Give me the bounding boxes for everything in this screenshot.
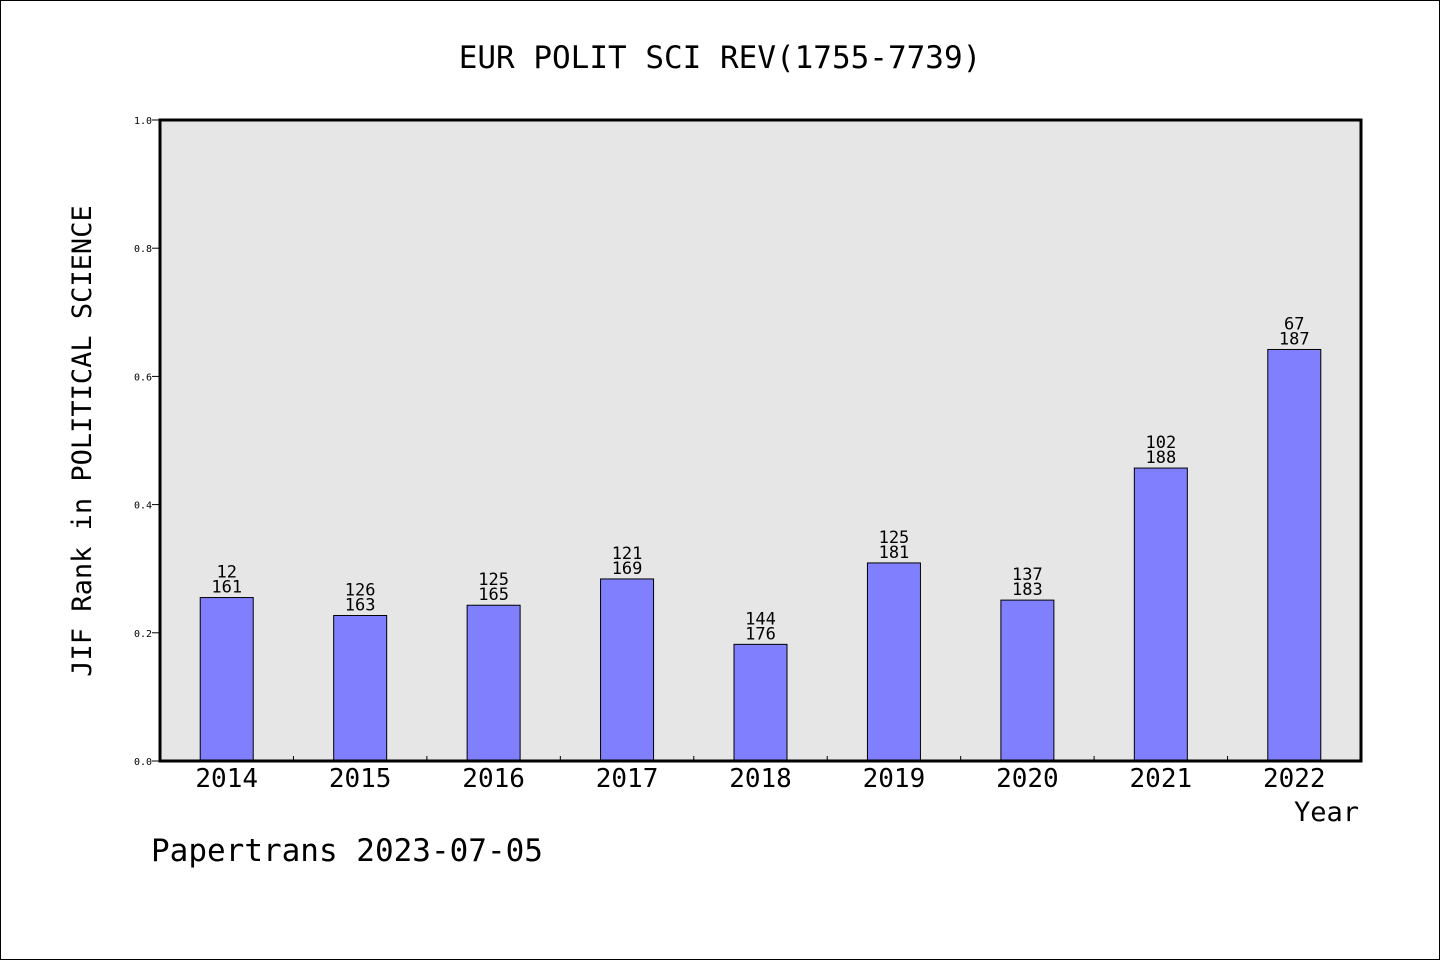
bar-rank-label: 102 bbox=[1145, 433, 1176, 453]
y-tick-label: 0.8 bbox=[134, 244, 152, 255]
bar-rank-label: 126 bbox=[345, 580, 376, 600]
x-tick-label: 2020 bbox=[996, 764, 1059, 794]
bar-total-label: 163 bbox=[345, 595, 376, 615]
bar bbox=[733, 643, 788, 762]
x-tick-label: 2022 bbox=[1263, 764, 1326, 794]
bar-rank-label: 67 bbox=[1284, 314, 1304, 334]
chart-title: EUR POLIT SCI REV(1755-7739) bbox=[459, 40, 982, 76]
x-tick-label: 2014 bbox=[195, 764, 258, 794]
bar-rank-label: 137 bbox=[1012, 565, 1043, 585]
bar-rank-label: 125 bbox=[478, 570, 509, 590]
x-axis-label: Year bbox=[1294, 797, 1359, 828]
bar-total-label: 183 bbox=[1012, 580, 1043, 600]
x-tick-label: 2018 bbox=[729, 764, 792, 794]
bar-rank-label: 121 bbox=[612, 544, 643, 564]
x-tick-label: 2017 bbox=[596, 764, 659, 794]
bar-total-label: 169 bbox=[612, 559, 643, 579]
bar-total-label: 176 bbox=[745, 624, 776, 644]
x-axis-ticks: 2014 2015 2016 2017 2018 2019 2020 2021 2022 bbox=[195, 756, 1326, 794]
bar-total-label: 187 bbox=[1279, 329, 1310, 349]
y-tick-label: 0.0 bbox=[134, 757, 152, 768]
x-tick-label: 2019 bbox=[863, 764, 926, 794]
bar-rank-label: 144 bbox=[745, 609, 776, 629]
bar bbox=[1133, 467, 1188, 762]
bar-total-label: 161 bbox=[211, 578, 242, 598]
x-tick-label: 2015 bbox=[329, 764, 392, 794]
bar-total-label: 181 bbox=[879, 543, 910, 563]
bar bbox=[1267, 348, 1322, 762]
footer-note: Papertrans 2023-07-05 bbox=[151, 833, 543, 869]
y-axis-ticks: 0.0 0.2 0.4 0.6 0.8 1.0 bbox=[134, 116, 160, 768]
bar bbox=[1000, 599, 1055, 762]
bar bbox=[333, 614, 388, 762]
bar bbox=[600, 578, 655, 762]
bar-rank-label: 125 bbox=[879, 528, 910, 548]
y-axis-label: JIF Rank in POLITICAL SCIENCE bbox=[67, 205, 98, 676]
bar-total-label: 165 bbox=[478, 585, 509, 605]
x-tick-label: 2021 bbox=[1130, 764, 1193, 794]
bar bbox=[466, 604, 521, 762]
y-tick-label: 1.0 bbox=[134, 116, 152, 127]
y-tick-label: 0.2 bbox=[134, 629, 152, 640]
y-tick-label: 0.6 bbox=[134, 372, 152, 383]
plot-border bbox=[158, 118, 1363, 763]
bar bbox=[199, 597, 254, 762]
bar-total-label: 188 bbox=[1145, 448, 1176, 468]
bar-rank-label: 12 bbox=[216, 563, 236, 583]
bar bbox=[866, 562, 921, 762]
y-tick-label: 0.4 bbox=[134, 501, 152, 512]
x-tick-label: 2016 bbox=[462, 764, 525, 794]
